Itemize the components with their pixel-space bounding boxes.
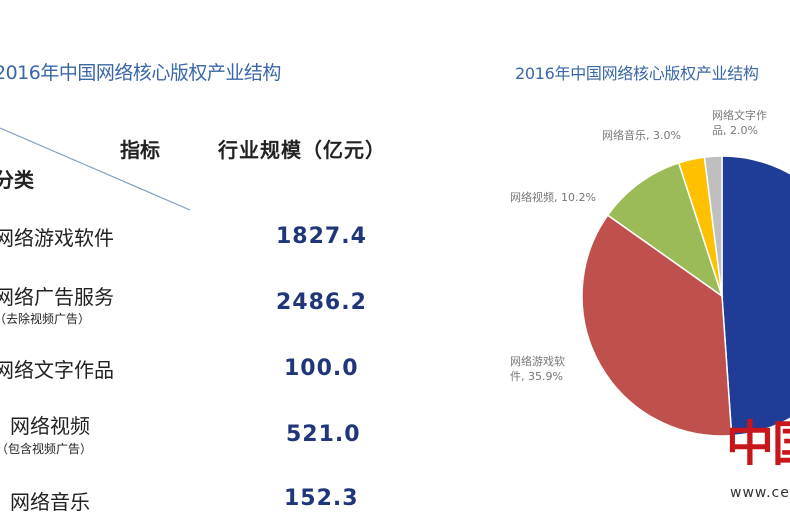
pie-label-video: 网络视频, 10.2% <box>510 191 596 204</box>
pie-label-game-line2: 件, 35.9% <box>510 370 563 383</box>
pie-label-game: 网络游戏软 件, 35.9% <box>510 354 565 384</box>
watermark-logo: 中国 <box>726 416 790 472</box>
header-indicator: 指标 <box>120 138 160 162</box>
table-title: 2016年中国网络核心版权产业结构 <box>0 62 281 84</box>
row-label-game-software: 网络游戏软件 <box>0 226 114 250</box>
pie-label-game-line1: 网络游戏软 <box>510 355 565 368</box>
row-value-literary-works: 100.0 <box>284 356 359 381</box>
row-value-game-software: 1827.4 <box>276 224 367 249</box>
pie-label-literary-line1: 网络文字作 <box>712 109 767 122</box>
row-value-ad-services: 2486.2 <box>276 290 367 315</box>
chart-title: 2016年中国网络核心版权产业结构 <box>515 64 759 83</box>
pie-label-music: 网络音乐, 3.0% <box>602 129 681 142</box>
pie-slice-game-software <box>581 214 733 437</box>
row-note-video: （包含视频广告） <box>0 442 93 456</box>
row-label-music: 网络音乐 <box>10 490 90 514</box>
row-value-video: 521.0 <box>286 422 361 447</box>
header-diagonal-line <box>0 127 191 211</box>
pie-slice-ad-services <box>721 155 790 437</box>
row-label-literary-works: 网络文字作品 <box>0 358 114 382</box>
pie-slice-video <box>606 161 724 298</box>
row-note-ad-services: （去除视频广告） <box>0 312 91 326</box>
header-industry-scale: 行业规模（亿元） <box>218 138 386 162</box>
row-value-music: 152.3 <box>284 486 359 511</box>
row-label-video: 网络视频 <box>10 414 90 438</box>
row-label-ad-services: 网络广告服务 <box>0 285 114 309</box>
watermark-url: www.ce <box>730 485 790 501</box>
pie-label-literary-line2: 品, 2.0% <box>712 124 758 137</box>
pie-slice-literary <box>703 155 723 297</box>
pie-label-literary: 网络文字作 品, 2.0% <box>712 108 767 138</box>
header-category: 分类 <box>0 168 34 192</box>
